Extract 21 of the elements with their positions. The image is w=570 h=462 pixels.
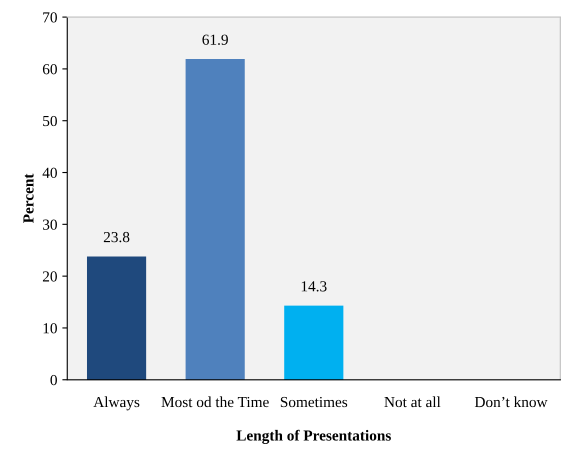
y-tick-label: 60 xyxy=(42,64,57,74)
data-label: 61.9 xyxy=(202,34,228,45)
y-axis-title: Percent xyxy=(23,174,34,224)
bar xyxy=(284,306,344,380)
y-tick-label: 0 xyxy=(50,374,57,386)
y-tick-label: 20 xyxy=(42,271,57,282)
bar xyxy=(86,256,146,380)
x-tick-label: Always xyxy=(93,396,140,410)
y-tick-label: 30 xyxy=(42,219,57,230)
data-label: 23.8 xyxy=(104,232,130,242)
y-tick-label: 70 xyxy=(43,12,57,23)
data-label: 14.3 xyxy=(302,281,327,292)
x-tick-label: Most od the Time xyxy=(161,396,269,408)
x-axis-title: Length of Presentations xyxy=(236,430,391,444)
y-tick-label: 50 xyxy=(43,116,57,126)
x-tick-label: Don’t know xyxy=(474,396,548,408)
x-tick-label: Sometimes xyxy=(280,396,348,408)
y-tick-label: 40 xyxy=(42,168,57,178)
bar xyxy=(186,59,245,380)
y-tick-label: 10 xyxy=(44,323,57,334)
x-tick-label: Not at all xyxy=(384,396,441,408)
